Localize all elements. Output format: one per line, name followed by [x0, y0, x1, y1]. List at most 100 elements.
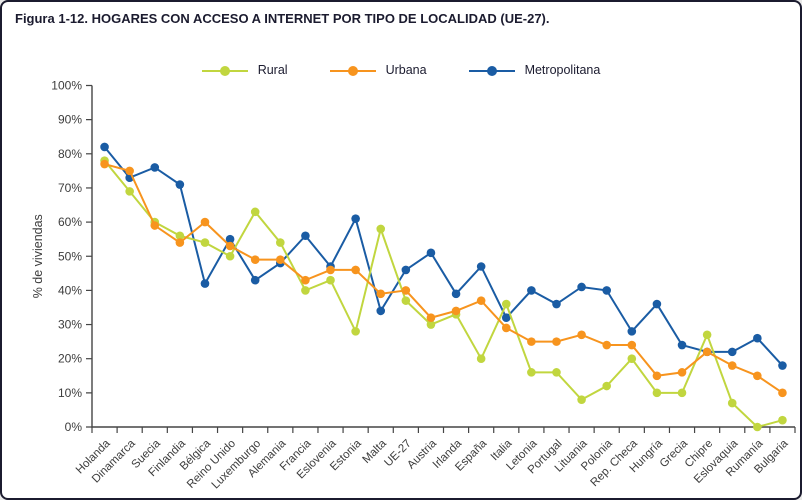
data-point-metropolitana — [351, 214, 360, 223]
data-point-rural — [125, 187, 134, 196]
data-point-urbana — [401, 286, 411, 295]
y-tick-label: 60% — [58, 215, 82, 229]
data-point-metropolitana — [376, 306, 386, 316]
data-point-rural — [250, 207, 260, 217]
chart-legend: Rural Urbana Metropolitana — [2, 63, 800, 77]
data-point-rural — [225, 251, 235, 261]
series-line-metropolitana — [103, 146, 784, 367]
data-point-metropolitana — [627, 327, 637, 336]
data-point-metropolitana — [552, 299, 561, 309]
data-point-urbana — [552, 337, 561, 346]
data-point-urbana — [426, 313, 436, 323]
series-line-urbana — [104, 163, 784, 394]
data-point-urbana — [250, 255, 260, 264]
y-tick-label: 30% — [58, 318, 82, 332]
data-point-urbana — [326, 265, 335, 275]
data-point-urbana — [351, 265, 360, 275]
data-point-rural — [652, 388, 662, 398]
data-point-metropolitana — [200, 279, 210, 288]
data-point-rural — [376, 224, 386, 234]
data-point-urbana — [727, 361, 737, 370]
data-point-rural — [727, 398, 737, 408]
y-axis-title: % de viviendas — [31, 214, 45, 298]
y-tick-label: 90% — [58, 113, 82, 127]
data-point-metropolitana — [451, 289, 461, 299]
data-point-rural — [426, 320, 436, 329]
data-point-metropolitana — [778, 361, 787, 370]
data-point-metropolitana — [577, 282, 586, 292]
data-point-urbana — [225, 241, 235, 251]
data-point-rural — [501, 299, 511, 309]
data-point-rural — [200, 238, 210, 247]
figure-title: Figura 1-12. HOGARES CON ACCESO A INTERN… — [15, 11, 550, 26]
data-point-urbana — [100, 159, 109, 169]
data-point-urbana — [702, 347, 712, 357]
data-point-metropolitana — [602, 286, 611, 295]
data-point-metropolitana — [753, 333, 762, 343]
legend-item-urbana: Urbana — [329, 63, 427, 77]
data-point-urbana — [677, 368, 687, 377]
data-point-rural — [401, 296, 411, 305]
data-point-metropolitana — [150, 163, 160, 172]
legend-label-urbana: Urbana — [385, 63, 427, 77]
data-point-urbana — [577, 330, 586, 340]
data-point-urbana — [150, 221, 160, 230]
metropolitana-marker-icon — [468, 65, 515, 76]
y-tick-label: 0% — [65, 420, 83, 434]
data-point-metropolitana — [100, 142, 109, 152]
data-point-rural — [627, 354, 637, 364]
data-point-urbana — [301, 275, 310, 285]
data-point-urbana — [527, 337, 536, 346]
data-point-urbana — [602, 340, 611, 350]
data-point-rural — [326, 275, 335, 285]
data-point-urbana — [778, 388, 787, 398]
data-point-rural — [351, 327, 360, 336]
urbana-marker-icon — [329, 65, 376, 76]
legend-label-rural: Rural — [257, 63, 288, 77]
data-point-metropolitana — [476, 262, 486, 271]
data-point-rural — [702, 330, 712, 340]
data-point-urbana — [627, 340, 637, 350]
data-point-rural — [602, 381, 611, 391]
y-tick-label: 80% — [58, 147, 82, 161]
data-point-rural — [577, 395, 586, 404]
data-point-metropolitana — [301, 231, 310, 241]
data-point-urbana — [451, 306, 461, 316]
data-point-metropolitana — [175, 180, 185, 189]
legend-label-metropolitana: Metropolitana — [524, 63, 601, 77]
data-point-metropolitana — [250, 275, 260, 285]
data-point-rural — [552, 368, 561, 377]
data-point-rural — [175, 231, 185, 241]
y-tick-label: 10% — [58, 386, 82, 400]
data-point-urbana — [200, 217, 210, 227]
y-tick-label: 70% — [58, 181, 82, 195]
y-tick-label: 40% — [58, 283, 82, 297]
data-point-rural — [753, 422, 762, 432]
data-point-metropolitana — [652, 299, 662, 309]
data-point-urbana — [652, 371, 662, 381]
rural-marker-icon — [201, 65, 248, 76]
data-point-urbana — [175, 238, 185, 247]
data-point-metropolitana — [501, 313, 511, 323]
y-tick-label: 50% — [58, 249, 82, 263]
data-point-metropolitana — [527, 286, 536, 295]
legend-item-metropolitana: Metropolitana — [468, 63, 601, 77]
data-point-rural — [778, 415, 787, 425]
data-point-urbana — [476, 296, 486, 305]
legend-item-rural: Rural — [201, 63, 288, 77]
data-point-rural — [476, 354, 486, 364]
data-point-metropolitana — [677, 340, 687, 350]
data-point-urbana — [125, 166, 134, 176]
y-tick-label: 20% — [58, 352, 82, 366]
data-point-urbana — [276, 255, 285, 264]
data-point-urbana — [376, 289, 386, 299]
data-point-urbana — [753, 371, 762, 381]
data-point-rural — [527, 368, 536, 377]
series-line-rural — [103, 159, 783, 429]
data-point-metropolitana — [401, 265, 411, 275]
data-point-metropolitana — [225, 234, 235, 244]
data-point-rural — [301, 286, 310, 295]
data-point-rural — [677, 388, 687, 398]
